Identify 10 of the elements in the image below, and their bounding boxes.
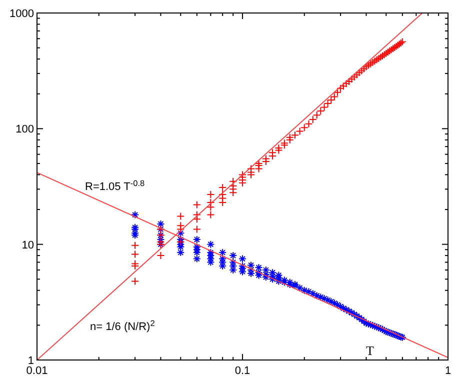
annotation: R=1.05 T$^{-0.8}$ [85, 178, 145, 193]
y-tick-label: 1000 [10, 8, 34, 20]
x-tick-label: 1 [444, 365, 452, 377]
x-tick-label: 0.1 [234, 365, 250, 377]
x-axis-title: T [366, 343, 374, 358]
x-tick-label: 0.01 [26, 365, 48, 377]
y-tick-label: 100 [16, 124, 34, 136]
annotation: n= 1/6 (N/R)$^{2}$ [90, 318, 156, 333]
y-tick-label: 10 [22, 239, 34, 252]
y-tick-label: 1 [28, 355, 34, 367]
